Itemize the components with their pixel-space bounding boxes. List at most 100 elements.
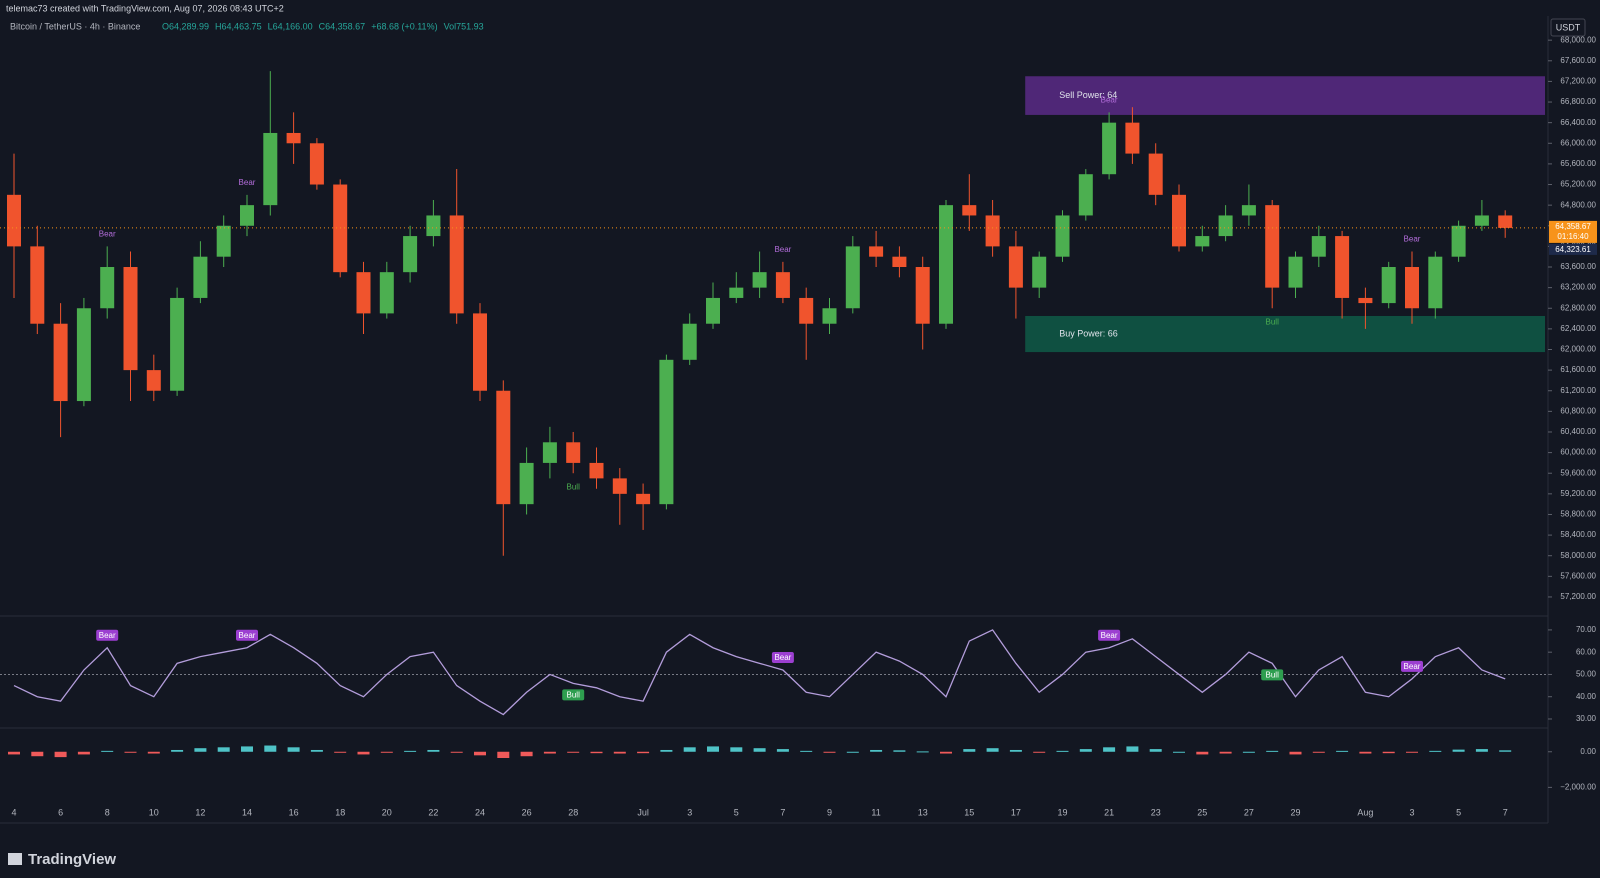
macd-bar	[846, 751, 859, 753]
signal-badge	[1098, 629, 1121, 641]
y-tick-label: 58,000.00	[1560, 551, 1596, 560]
candle-body	[845, 246, 860, 309]
x-tick-label: 8	[105, 807, 110, 817]
y-tick-label: 60,400.00	[1560, 427, 1596, 436]
macd-bar	[171, 749, 184, 752]
x-tick-label: 29	[1290, 807, 1300, 817]
y-tick-label: 59,600.00	[1560, 468, 1596, 477]
candle-body	[1498, 215, 1513, 228]
symbol: Bitcoin / TetherUS · 4h · Binance	[10, 21, 140, 31]
macd-bar	[590, 751, 603, 754]
y-tick-label: 0.00	[1580, 747, 1596, 756]
y-tick-label: 60.00	[1576, 647, 1597, 656]
signal-label: Bear	[1404, 235, 1421, 244]
ohlc-value: Vol751.93	[444, 21, 484, 31]
x-tick-label: 17	[1011, 807, 1021, 817]
macd-bar	[637, 751, 650, 754]
candle-body	[566, 442, 581, 463]
candle-body	[1148, 153, 1163, 195]
candle-body	[449, 215, 464, 314]
macd-bar	[241, 746, 253, 752]
credit: telemac73 created with TradingView.com, …	[6, 3, 284, 13]
y-tick-label: 58,400.00	[1560, 530, 1596, 539]
macd-bar	[264, 745, 277, 752]
macd-bar	[1056, 750, 1069, 752]
ohlc-legend: O64,289.99 H64,463.75 L64,166.00 C64,358.67…	[162, 21, 484, 31]
macd-bar	[1406, 751, 1418, 753]
signal-label: Bear	[774, 245, 791, 254]
candle-body	[985, 215, 1000, 247]
x-tick-label: 9	[827, 807, 832, 817]
macd-bar	[450, 751, 463, 753]
candle-body	[309, 143, 324, 185]
candle-body	[426, 215, 441, 237]
zone-label: Buy Power: 66	[1059, 328, 1118, 338]
ohlc-value: O64,289.99	[162, 21, 209, 31]
macd-bar	[380, 751, 393, 753]
macd-bar	[77, 751, 90, 755]
x-tick-label: 25	[1197, 807, 1207, 817]
candle-body	[1218, 215, 1233, 237]
macd-bar	[730, 747, 743, 752]
macd-bar	[310, 749, 323, 752]
macd-bar	[1499, 750, 1512, 752]
candle-body	[752, 272, 767, 288]
candle-body	[682, 323, 697, 360]
candle-body	[636, 493, 651, 505]
signal-label: Bull	[1266, 317, 1280, 326]
candle-body	[1032, 256, 1047, 288]
x-tick-label: 3	[1409, 807, 1414, 817]
macd-bar	[334, 751, 347, 753]
macd-bar	[101, 750, 114, 752]
macd-bar	[963, 749, 976, 752]
candle-body	[379, 272, 394, 314]
candle-body	[519, 462, 534, 505]
y-tick-label: 65,600.00	[1560, 159, 1596, 168]
candle-body	[30, 246, 45, 324]
brand: TradingView	[28, 851, 116, 868]
zone	[1025, 76, 1545, 115]
candle-body	[123, 267, 138, 371]
x-tick-label: 14	[242, 807, 252, 817]
macd-bar	[1336, 750, 1349, 752]
y-tick-label: 40.00	[1576, 692, 1597, 701]
candle-body	[1125, 122, 1140, 154]
x-tick-label: Jul	[637, 807, 649, 817]
macd-bar	[1173, 751, 1185, 753]
macd-bar	[1126, 746, 1139, 752]
macd-bar	[870, 749, 883, 752]
macd-bar	[194, 748, 207, 752]
x-tick-label: 24	[475, 807, 485, 817]
price-tag-label: 64,358.67	[1555, 222, 1591, 231]
x-tick-label: 27	[1244, 807, 1254, 817]
y-tick-label: 60,800.00	[1560, 406, 1596, 415]
macd-bar	[8, 751, 20, 755]
macd-bar	[1033, 751, 1046, 753]
macd-bar	[520, 751, 533, 757]
candle-body	[1428, 256, 1443, 309]
candle-body	[1405, 267, 1419, 309]
signal-badge	[1261, 669, 1284, 681]
x-tick-label: 7	[780, 807, 785, 817]
y-tick-label: 30.00	[1576, 714, 1597, 723]
x-tick-label: 10	[149, 807, 159, 817]
macd-bar	[1475, 749, 1488, 752]
macd-bar	[474, 751, 486, 756]
signal-label: Bull	[567, 690, 581, 699]
price-tag-timer: 01:16:40	[1557, 232, 1589, 241]
macd-bar	[683, 747, 696, 752]
candle-body	[1335, 236, 1350, 298]
macd-bar	[497, 751, 510, 758]
candle-body	[822, 308, 837, 324]
macd-bar	[753, 748, 766, 752]
x-tick-label: 13	[918, 807, 928, 817]
price-tag	[1549, 243, 1597, 255]
macd-bar	[823, 751, 836, 753]
brand-logo	[8, 853, 22, 865]
macd-bar	[1149, 749, 1162, 752]
signal-label: Bear	[239, 631, 256, 640]
y-tick-label: 67,200.00	[1560, 77, 1596, 86]
candle-body	[1358, 297, 1373, 304]
y-tick-label: 63,600.00	[1560, 262, 1596, 271]
